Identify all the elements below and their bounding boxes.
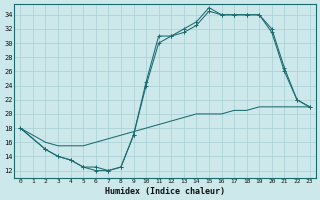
X-axis label: Humidex (Indice chaleur): Humidex (Indice chaleur) — [105, 187, 225, 196]
